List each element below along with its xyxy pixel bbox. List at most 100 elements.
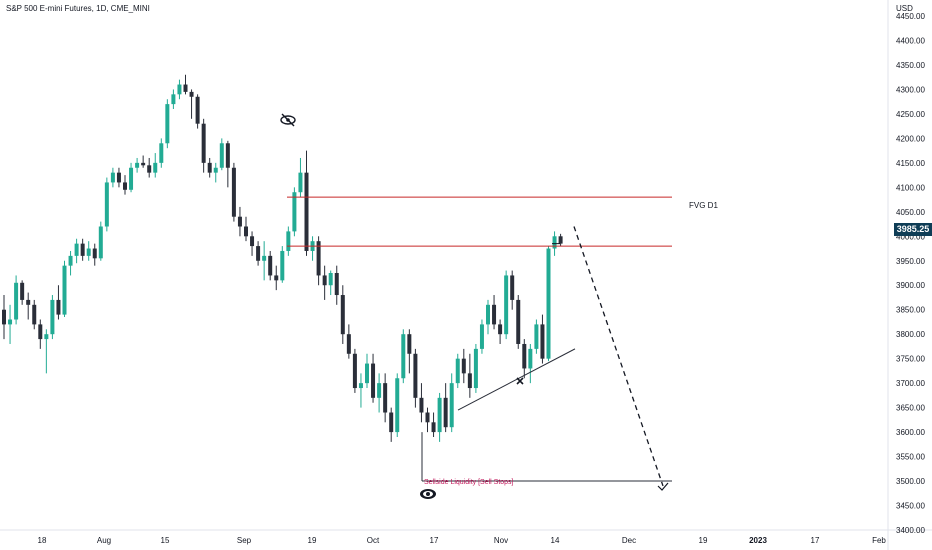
- candle-body: [516, 299, 521, 344]
- x-tick-label: 19: [699, 536, 708, 545]
- candle: [183, 74, 188, 95]
- candle: [334, 265, 339, 305]
- candle-body: [268, 255, 273, 276]
- candle-body: [256, 246, 261, 261]
- candle-body: [62, 265, 67, 315]
- candle-body: [419, 397, 424, 413]
- candle-body: [407, 334, 412, 354]
- x-tick-label: 17: [811, 536, 820, 545]
- candle: [219, 138, 224, 171]
- candle-body: [8, 319, 13, 325]
- candle-body: [250, 236, 255, 247]
- candle: [455, 353, 460, 389]
- candle: [479, 319, 484, 354]
- candle: [407, 329, 412, 374]
- candle: [443, 383, 448, 433]
- x-tick-label: Aug: [97, 536, 111, 545]
- y-tick-label: 4250.00: [896, 110, 925, 119]
- candle-body: [346, 334, 351, 354]
- candle: [26, 292, 31, 320]
- candle-body: [498, 324, 503, 335]
- candle-body: [522, 343, 527, 369]
- candle: [74, 238, 79, 264]
- candle-body: [534, 324, 539, 349]
- candle: [225, 140, 230, 188]
- candle: [558, 233, 563, 247]
- candle: [86, 241, 91, 261]
- candle: [401, 329, 406, 384]
- candle-body: [340, 295, 345, 335]
- candle: [256, 241, 261, 266]
- candle: [467, 353, 472, 398]
- x-tick-label: Feb: [872, 536, 886, 545]
- time-axis[interactable]: 18 Aug 15 Sep 19 Oct 17 Nov 14 Dec 19 2023 17 Feb: [38, 536, 887, 545]
- candle-body: [437, 397, 442, 433]
- candle-body: [304, 172, 309, 251]
- candle: [280, 246, 285, 283]
- candle-body: [365, 363, 369, 384]
- candle: [129, 162, 134, 193]
- candle: [8, 304, 13, 344]
- candle: [316, 236, 321, 286]
- candle-body: [68, 255, 73, 266]
- candle-body: [153, 162, 158, 173]
- eye-outline: [280, 115, 296, 125]
- candle-body: [207, 162, 212, 173]
- candle-body: [425, 412, 430, 423]
- candle: [437, 392, 442, 442]
- candle-body: [74, 243, 79, 256]
- candle-body: [479, 324, 484, 349]
- candle-body: [86, 248, 91, 256]
- candle: [328, 270, 333, 296]
- x-tick-label: 2023: [749, 536, 767, 545]
- candle-body: [389, 412, 394, 433]
- candle: [250, 231, 255, 256]
- candle: [473, 343, 478, 393]
- candle: [540, 314, 545, 364]
- candle: [110, 167, 115, 188]
- candle-body: [528, 348, 533, 369]
- price-axis[interactable]: 4450.00 4400.00 4350.00 4300.00 4250.00 4200.…: [896, 12, 925, 535]
- candles: [2, 74, 563, 442]
- candle: [528, 343, 533, 384]
- candle: [322, 265, 327, 300]
- eye-slash: [281, 113, 295, 127]
- y-tick-label: 4150.00: [896, 159, 925, 168]
- candle-body: [431, 422, 436, 433]
- candle-body: [298, 172, 303, 193]
- candle-body: [504, 275, 509, 335]
- candle: [395, 373, 400, 437]
- candle: [153, 153, 158, 178]
- candle-body: [558, 236, 563, 244]
- candle-body: [129, 167, 134, 190]
- y-tick-label: 3650.00: [896, 404, 925, 413]
- candle: [304, 150, 309, 256]
- candle-body: [413, 353, 418, 398]
- x-tick-label: 18: [38, 536, 47, 545]
- y-tick-label: 4050.00: [896, 208, 925, 217]
- candle-body: [352, 353, 357, 389]
- candle: [32, 299, 37, 330]
- candle-body: [50, 299, 55, 335]
- candle-body: [473, 348, 478, 389]
- candle: [340, 285, 345, 344]
- candle-body: [262, 255, 267, 261]
- y-tick-label: 3550.00: [896, 453, 925, 462]
- candle: [498, 319, 503, 344]
- eye-icon: [420, 489, 436, 499]
- candle-body: [280, 250, 285, 281]
- candle: [171, 89, 176, 110]
- candle-body: [377, 383, 382, 398]
- y-tick-label: 3700.00: [896, 379, 925, 388]
- currency-label: USD: [896, 4, 913, 13]
- candle: [38, 319, 43, 349]
- candle: [50, 295, 55, 340]
- y-tick-label: 4200.00: [896, 134, 925, 143]
- candle: [20, 280, 25, 305]
- candle-body: [371, 363, 376, 398]
- candle: [195, 94, 200, 129]
- eye-slash-icon: [280, 113, 296, 127]
- candle: [244, 216, 248, 242]
